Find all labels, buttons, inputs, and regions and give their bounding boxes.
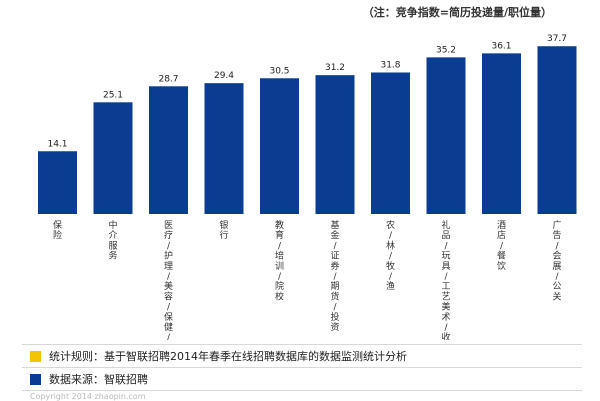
category-label-4: 教育/培训/院校 bbox=[275, 219, 284, 302]
value-label-0: 14.1 bbox=[47, 139, 67, 149]
legend-text-rule: 统计规则：基于智联招聘2014年春季在线招聘数据库的数据监测统计分析 bbox=[49, 350, 407, 363]
bar-3 bbox=[204, 83, 244, 214]
category-label-6: 农/林/牧/渔 bbox=[386, 219, 395, 292]
value-label-3: 29.4 bbox=[214, 71, 234, 81]
category-label-3: 银行 bbox=[219, 219, 228, 241]
category-label-8: 酒店/餐饮 bbox=[497, 220, 506, 272]
value-label-8: 36.1 bbox=[491, 41, 511, 51]
copyright-footer: Copyright 2014 zhaopin.com bbox=[30, 392, 146, 401]
bar-9 bbox=[537, 46, 577, 214]
category-label-5: 基金/证券/期货/投资 bbox=[330, 219, 339, 333]
legend: 统计规则：基于智联招聘2014年春季在线招聘数据库的数据监测统计分析 数据来源：… bbox=[22, 344, 582, 391]
formula-note: （注：竞争指数=简历投递量/职位量） bbox=[362, 6, 552, 19]
bar-chart: 14.1 25.1 28.7 29.4 30.5 31.2 31.8 35.2 36.1 37.7… bbox=[38, 34, 577, 340]
category-label-1: 中介服务 bbox=[108, 219, 117, 262]
bar-5 bbox=[315, 75, 355, 214]
legend-row-source: 数据来源：智联招聘 bbox=[22, 368, 582, 391]
value-label-2: 28.7 bbox=[158, 74, 178, 84]
bar-1 bbox=[93, 102, 133, 214]
legend-text-source: 数据来源：智联招聘 bbox=[49, 373, 148, 386]
category-label-0: 保险 bbox=[53, 219, 62, 241]
bar-7 bbox=[426, 57, 466, 214]
category-label-7: 礼品/玩具/工艺美术/收藏品/奢侈品 bbox=[441, 219, 450, 340]
bar-2 bbox=[149, 86, 188, 214]
value-label-5: 31.2 bbox=[325, 63, 345, 73]
value-label-1: 25.1 bbox=[103, 90, 123, 100]
bar-4 bbox=[260, 78, 299, 215]
value-label-9: 37.7 bbox=[547, 34, 567, 44]
legend-swatch-blue bbox=[30, 373, 41, 385]
bar-8 bbox=[482, 53, 521, 215]
category-label-9: 广告/会展/公关 bbox=[552, 219, 561, 302]
category-label-2: 医疗/护理/美容/保健/卫生服务 bbox=[164, 220, 173, 340]
value-label-4: 30.5 bbox=[269, 66, 289, 76]
bar-0 bbox=[38, 151, 77, 214]
legend-row-rule: 统计规则：基于智联招聘2014年春季在线招聘数据库的数据监测统计分析 bbox=[22, 344, 582, 368]
bar-6 bbox=[371, 72, 410, 215]
value-label-6: 31.8 bbox=[380, 60, 400, 70]
legend-swatch-yellow bbox=[30, 350, 41, 362]
value-label-7: 35.2 bbox=[436, 45, 456, 55]
